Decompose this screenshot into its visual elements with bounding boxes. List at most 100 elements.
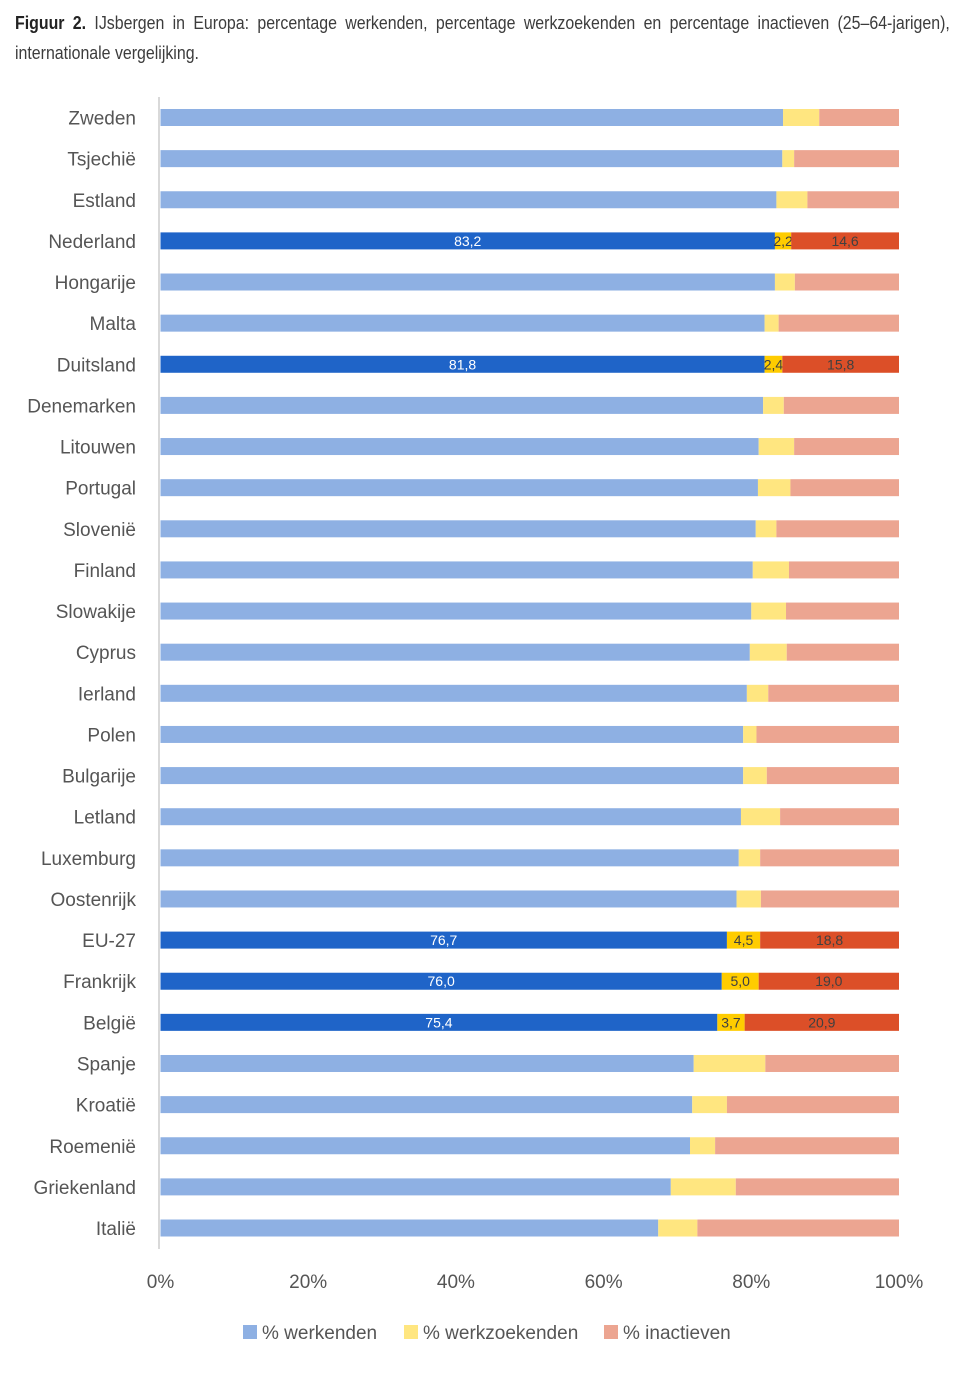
category-label-tsjechie: Tsjechië <box>67 150 136 171</box>
bar-roemenie--werkenden <box>160 1137 691 1155</box>
category-label-polen: Polen <box>87 725 136 746</box>
bar-italie--werkzoekenden <box>658 1219 698 1237</box>
category-label-griekenland: Griekenland <box>34 1178 136 1199</box>
bar-spanje--werkenden <box>160 1054 694 1072</box>
data-label-eu-27--werkenden: 76,7 <box>430 932 457 948</box>
bar-finland--werkenden <box>160 561 753 579</box>
bar-kroatie--werkzoekenden <box>692 1096 727 1114</box>
bar-slovenie--werkenden <box>160 520 756 538</box>
bar-letland--werkenden <box>160 808 741 826</box>
data-label-belgie--werkenden: 75,4 <box>425 1014 452 1030</box>
bar-italie--inactieven <box>697 1219 899 1237</box>
bar-hongarije--inactieven <box>794 273 899 291</box>
bar-letland--inactieven <box>780 808 899 826</box>
category-label-ierland: Ierland <box>78 684 136 705</box>
category-labels: Zweden Tsjechië Estland Nederland Hongarije M… <box>27 109 136 1241</box>
category-label-finland: Finland <box>74 561 136 582</box>
x-tick-label: 60% <box>585 1272 623 1293</box>
bar-finland--inactieven <box>788 561 899 579</box>
bar-belgie--werkenden <box>160 1013 718 1031</box>
legend-label--werkenden: % werkenden <box>262 1323 377 1344</box>
category-label-estland: Estland <box>73 191 136 212</box>
bar-polen--werkzoekenden <box>743 725 757 743</box>
category-label-italie: Italië <box>96 1219 136 1240</box>
bar-zweden--werkenden <box>160 109 784 126</box>
bar-zweden--inactieven <box>819 109 899 126</box>
bar-oostenrijk--werkenden <box>160 890 737 908</box>
bar-ierland--werkzoekenden <box>746 684 769 702</box>
category-label-roemenie: Roemenië <box>49 1137 136 1158</box>
bar-frankrijk--inactieven <box>758 972 899 990</box>
category-label-eu-27: EU-27 <box>82 931 136 952</box>
bar-slowakije--inactieven <box>786 602 899 620</box>
bar-roemenie--werkzoekenden <box>690 1137 716 1155</box>
bar-nederland--werkenden <box>160 232 775 250</box>
data-label-nederland--werkenden: 83,2 <box>454 233 481 249</box>
category-label-hongarije: Hongarije <box>55 273 136 294</box>
category-label-oostenrijk: Oostenrijk <box>50 890 136 911</box>
bar-denemarken--werkenden <box>160 396 764 414</box>
category-label-duitsland: Duitsland <box>57 355 136 376</box>
legend: % werkenden % werkzoekenden % inactieven <box>243 1323 731 1344</box>
bar-luxemburg--werkzoekenden <box>738 849 761 867</box>
x-tick-label: 20% <box>289 1272 327 1293</box>
figure-caption: Figuur 2. IJsbergen in Europa: percentag… <box>15 8 950 68</box>
bar-denemarken--werkzoekenden <box>763 396 784 414</box>
bar-italie--werkenden <box>160 1219 659 1237</box>
bar-estland--inactieven <box>807 191 899 209</box>
bar-tsjechie--werkenden <box>160 150 783 168</box>
bar-belgie--inactieven <box>744 1013 899 1031</box>
bar-tsjechie--werkzoekenden <box>782 150 795 168</box>
category-label-slovenie: Slovenië <box>63 520 136 541</box>
bar-ierland--werkenden <box>160 684 747 702</box>
category-label-belgie: België <box>83 1013 136 1034</box>
bar-malta--inactieven <box>778 314 899 332</box>
bar-portugal--inactieven <box>790 479 899 497</box>
bar-bulgarije--inactieven <box>766 767 899 785</box>
data-label-eu-27--inactieven: 18,8 <box>816 932 843 948</box>
data-label-frankrijk--inactieven: 19,0 <box>815 973 842 989</box>
category-label-kroatie: Kroatië <box>76 1096 136 1117</box>
bar-nederland--werkzoekenden <box>774 232 792 250</box>
category-label-litouwen: Litouwen <box>60 438 136 459</box>
bar-oostenrijk--inactieven <box>760 890 899 908</box>
data-label-frankrijk--werkenden: 76,0 <box>428 973 455 989</box>
data-label-nederland--werkzoekenden: 2,2 <box>773 233 793 249</box>
category-label-slowakije: Slowakije <box>56 602 136 623</box>
bar-litouwen--werkzoekenden <box>758 438 795 456</box>
bar-luxemburg--inactieven <box>760 849 899 867</box>
bar-kroatie--werkenden <box>160 1096 693 1114</box>
bar-frankrijk--werkenden <box>160 972 722 990</box>
bar-duitsland--inactieven <box>782 355 899 373</box>
data-label-belgie--werkzoekenden: 3,7 <box>721 1014 741 1030</box>
category-label-letland: Letland <box>74 808 136 829</box>
bar-litouwen--werkenden <box>160 438 759 456</box>
data-label-duitsland--werkzoekenden: 2,4 <box>764 356 784 372</box>
data-label-nederland--inactieven: 14,6 <box>831 233 858 249</box>
bar-malta--werkzoekenden <box>764 314 779 332</box>
bar-estland--werkenden <box>160 191 777 209</box>
bar-portugal--werkenden <box>160 479 758 497</box>
bar-luxemburg--werkenden <box>160 849 739 867</box>
bar-hongarije--werkzoekenden <box>774 273 795 291</box>
category-label-portugal: Portugal <box>65 479 136 500</box>
bar-zweden--werkzoekenden <box>783 109 820 126</box>
category-label-luxemburg: Luxemburg <box>41 849 136 870</box>
category-label-zweden: Zweden <box>68 109 136 130</box>
bar-denemarken--inactieven <box>783 396 899 414</box>
legend-label--werkzoekenden: % werkzoekenden <box>423 1323 578 1344</box>
data-label-duitsland--werkenden: 81,8 <box>449 356 476 372</box>
bar-cyprus--werkenden <box>160 643 750 661</box>
bar-finland--werkzoekenden <box>752 561 789 579</box>
data-label-duitsland--inactieven: 15,8 <box>827 356 854 372</box>
bar-nederland--inactieven <box>791 232 899 250</box>
bar-polen--inactieven <box>756 725 899 743</box>
bar-frankrijk--werkzoekenden <box>721 972 759 990</box>
x-tick-label: 0% <box>147 1272 175 1293</box>
bar-bulgarije--werkenden <box>160 767 744 785</box>
bar-estland--werkzoekenden <box>776 191 808 209</box>
legend-swatch--inactieven <box>604 1325 618 1339</box>
bar-spanje--inactieven <box>765 1054 899 1072</box>
bar-tsjechie--inactieven <box>794 150 899 168</box>
